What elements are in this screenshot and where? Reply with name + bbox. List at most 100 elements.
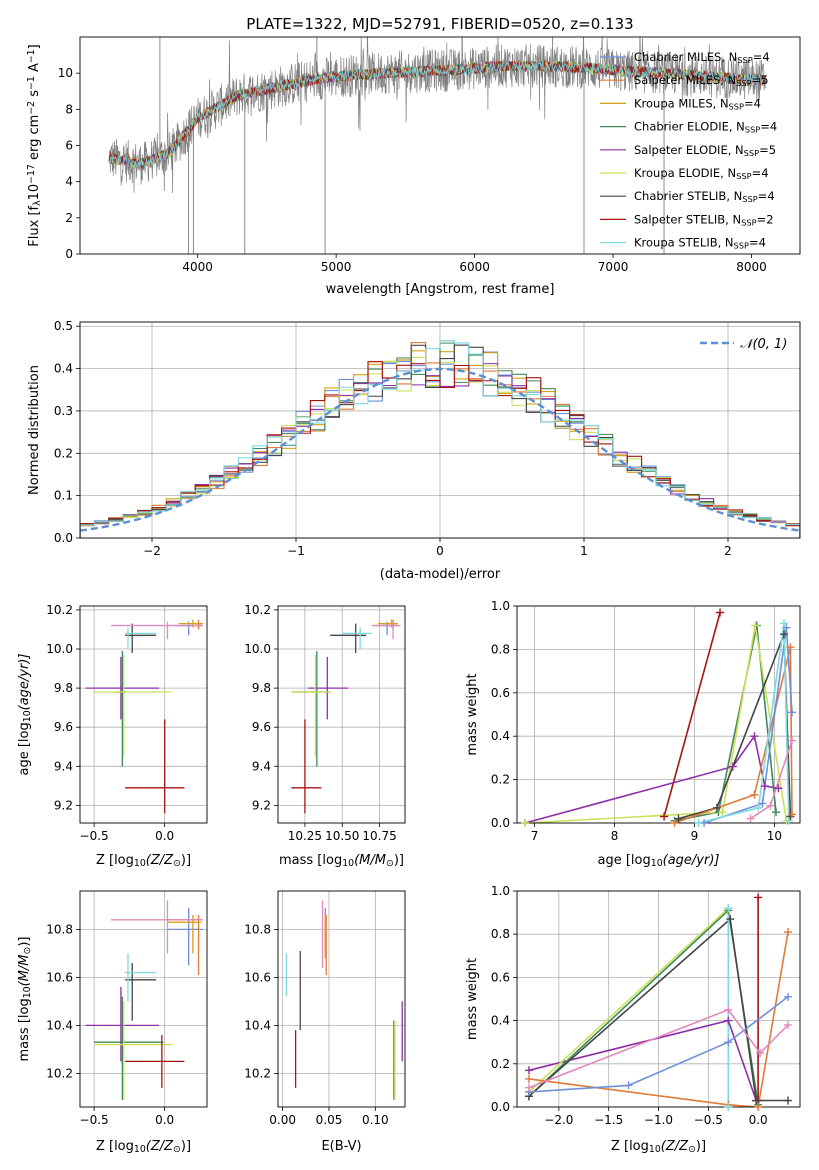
label-part: 4: [65, 175, 73, 189]
label-part: 0.4: [491, 729, 510, 743]
legend-label: Salpeter STELIB, NSSP=2: [634, 212, 774, 227]
x-tick-label: 9: [691, 829, 699, 843]
y-tick-label: 9.8: [252, 681, 271, 695]
legend-label: 𝒩(0, 1): [740, 337, 787, 352]
label-part: SSP: [742, 194, 757, 204]
label-part: 9.8: [54, 681, 73, 695]
weight-marker: [520, 819, 529, 827]
x-tick-label: 10.50: [325, 829, 359, 843]
y-tick-label: 8: [65, 102, 73, 116]
y-tick-label: 0.6: [491, 970, 510, 984]
axes-spectrum: 4000 5000 6000 7000 8000 0 2 4 6 8 10 wavelength [A…: [26, 36, 801, 297]
label-part: 0.4: [54, 362, 73, 376]
label-part: (M/M: [354, 853, 386, 868]
label-part: 0: [436, 544, 444, 558]
y-tick-label: 10.0: [46, 642, 73, 656]
label-part: 𝒩(0, 1): [740, 337, 787, 352]
y-tick-label: 0.4: [54, 362, 73, 376]
axes-residuals: −2 −1 0 1 2 0.0 0.1 0.2 0.3 0.4 0.5 (data-model)/er…: [27, 319, 801, 582]
label-part: 5000: [321, 260, 352, 274]
label-part: 0.0: [155, 829, 174, 843]
label-part: 0.10: [362, 1113, 389, 1127]
y-tick-label: 0.0: [54, 531, 73, 545]
label-part: mass [log: [17, 998, 32, 1061]
y-tick-label: 0.3: [54, 404, 73, 418]
weight-series: [524, 625, 788, 823]
label-part: 10.2: [46, 1066, 73, 1080]
weight-marker: [784, 928, 793, 937]
y-tick-label: 10.4: [244, 1018, 271, 1032]
x-tick-label: 7: [531, 829, 539, 843]
label-part: 0.2: [491, 1057, 510, 1071]
label-part: =4: [753, 50, 770, 64]
y-axis-label: mass weight: [465, 958, 480, 1040]
label-part: 10.2: [244, 1066, 271, 1080]
weight-marker: [724, 1038, 733, 1047]
y-tick-label: 10.2: [46, 1066, 73, 1080]
weight-series: [528, 931, 789, 1107]
plot-area: [291, 619, 401, 814]
label-part: =2: [757, 212, 774, 226]
y-tick-label: 10.6: [244, 970, 271, 984]
label-part: 0.0: [491, 816, 510, 830]
y-tick-label: 10.0: [244, 642, 271, 656]
axes-frame: [79, 890, 208, 1108]
y-axis-label: Normed distribution: [27, 365, 42, 495]
label-part: ⊙: [173, 1144, 181, 1155]
label-part: 0.2: [491, 773, 510, 787]
x-tick-label: 0: [436, 544, 444, 558]
weight-series: [674, 647, 793, 823]
weight-marker: [728, 762, 737, 771]
x-tick-label: −1: [287, 544, 305, 558]
axes-frame: [516, 605, 801, 824]
label-part: 10: [649, 1144, 661, 1155]
label-part: ⊙: [688, 1144, 696, 1155]
weight-marker: [774, 784, 783, 793]
label-part: Chabrier STELIB, N: [634, 189, 742, 203]
plot-area: [80, 340, 800, 538]
x-tick-label: 8000: [736, 260, 767, 274]
weight-marker: [724, 1016, 733, 1025]
legend-label: Salpeter MILES, NSSP=5: [634, 73, 769, 88]
label-part: Z [log: [96, 1139, 134, 1154]
y-tick-label: 9.8: [54, 681, 73, 695]
label-part: 7000: [598, 260, 629, 274]
x-axis-label: age [log10(age/yr)]: [598, 853, 720, 869]
label-part: Salpeter MILES, N: [634, 73, 736, 87]
label-part: ⊙: [173, 858, 181, 869]
weight-series: [528, 917, 788, 1102]
label-part: SSP: [729, 101, 744, 111]
y-axis-label: mass [log10(M/M⊙)]: [17, 937, 33, 1062]
x-axis-label: mass [log10(M/M⊙)]: [279, 853, 404, 869]
label-part: −2: [26, 101, 37, 115]
y-tick-label: 0.0: [491, 1100, 510, 1114]
label-part: Salpeter STELIB, N: [634, 212, 741, 226]
y-axis-label: age [log10(age/yr)]: [17, 654, 33, 776]
label-part: SSP: [741, 217, 756, 227]
y-tick-label: 9.6: [54, 720, 73, 734]
label-part: −1: [287, 544, 305, 558]
weight-marker: [750, 790, 759, 799]
label-part: (age/yr)]: [17, 654, 32, 711]
plot-area: [85, 619, 203, 814]
y-tick-label: 1.0: [491, 599, 510, 613]
label-part: 10.0: [46, 642, 73, 656]
label-part: 10: [134, 1144, 146, 1155]
weight-marker: [724, 1103, 733, 1111]
y-tick-label: 10.8: [46, 922, 73, 936]
weight-marker: [524, 1074, 533, 1083]
label-part: (age/yr)]: [663, 853, 720, 868]
label-part: 9.4: [54, 759, 73, 773]
weight-marker: [716, 608, 725, 617]
weight-series: [528, 1008, 789, 1089]
weight-marker: [624, 1081, 633, 1090]
y-tick-label: 0.4: [491, 729, 510, 743]
label-part: age [log: [17, 722, 32, 775]
label-part: 9.2: [54, 798, 73, 812]
weight-marker: [694, 819, 703, 827]
y-tick-label: 10.6: [46, 970, 73, 984]
weight-marker: [782, 623, 791, 632]
x-tick-label: 0.10: [362, 1113, 389, 1127]
